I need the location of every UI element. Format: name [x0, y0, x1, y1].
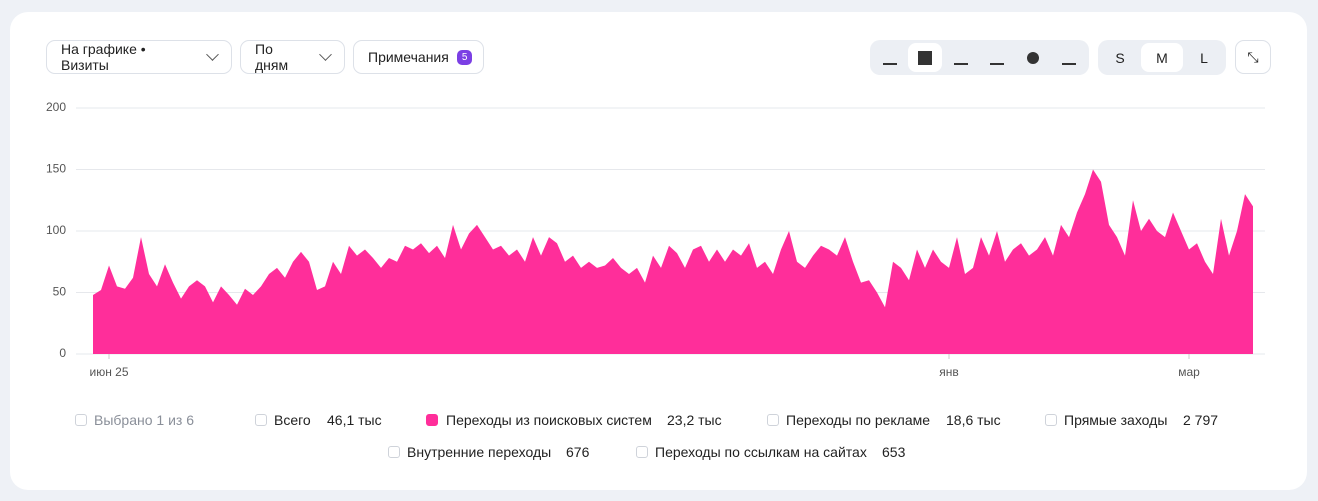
collapse-button[interactable]: ⤡	[1235, 40, 1271, 74]
checkbox[interactable]	[75, 414, 87, 426]
notes-button[interactable]: Примечания 5	[353, 40, 484, 74]
metric-label: На графике • Визиты	[61, 41, 146, 73]
legend-selected: Выбрано 1 из 6	[94, 412, 194, 428]
icon	[918, 50, 932, 65]
size-group: S M L	[1098, 40, 1226, 75]
checkbox[interactable]	[426, 414, 438, 426]
y-tick-label: 200	[46, 100, 66, 114]
icon	[954, 51, 968, 65]
legend-name: Внутренние переходы	[407, 444, 552, 460]
legend-name: Переходы по ссылкам на сайтах	[655, 444, 867, 460]
icon	[990, 51, 1004, 65]
checkbox[interactable]	[1045, 414, 1057, 426]
y-tick-label: 0	[59, 346, 66, 360]
legend-name: Прямые заходы	[1064, 412, 1168, 428]
type-stacked[interactable]	[980, 43, 1014, 72]
metric-select[interactable]: На графике • Визиты	[46, 40, 232, 74]
type-bar[interactable]	[944, 43, 978, 72]
legend-value: 23,2 тыс	[667, 412, 722, 428]
type-line[interactable]	[873, 43, 907, 72]
size-m[interactable]: M	[1141, 43, 1183, 72]
y-tick-label: 50	[53, 285, 67, 299]
legend-name: Переходы из поисковых систем	[446, 412, 652, 428]
x-tick-label: мар	[1178, 365, 1200, 379]
icon	[1062, 51, 1076, 65]
x-tick-label: янв	[939, 365, 959, 379]
size-s[interactable]: S	[1115, 49, 1125, 66]
legend-name: Переходы по рекламе	[786, 412, 931, 428]
type-pie[interactable]	[1016, 43, 1050, 72]
icon	[1027, 51, 1039, 64]
legend-name: Всего	[274, 412, 311, 428]
legend-value: 676	[566, 444, 590, 460]
checkbox[interactable]	[767, 414, 779, 426]
x-tick-label: июн 25	[89, 365, 128, 379]
icon	[883, 51, 897, 65]
type-column[interactable]	[1052, 43, 1086, 72]
y-tick-label: 100	[46, 223, 66, 237]
notes-badge: 5	[456, 49, 473, 65]
legend-value: 18,6 тыс	[946, 412, 1001, 428]
area	[93, 169, 1253, 354]
checkbox[interactable]	[636, 446, 648, 458]
checkbox[interactable]	[388, 446, 400, 458]
y-tick-label: 150	[46, 162, 66, 176]
legend-value: 2 797	[1183, 412, 1219, 428]
notes-label: Примечания	[368, 49, 449, 65]
chart-type-group	[870, 40, 1089, 75]
period-select[interactable]: По дням	[240, 40, 345, 74]
icon: ⤡	[1247, 48, 1259, 65]
size-l[interactable]: L	[1200, 49, 1208, 66]
type-area[interactable]	[908, 43, 942, 72]
legend-value: 653	[882, 444, 906, 460]
period-label: По дням	[255, 41, 289, 73]
legend-value: 46,1 тыс	[327, 412, 382, 428]
checkbox[interactable]	[255, 414, 267, 426]
